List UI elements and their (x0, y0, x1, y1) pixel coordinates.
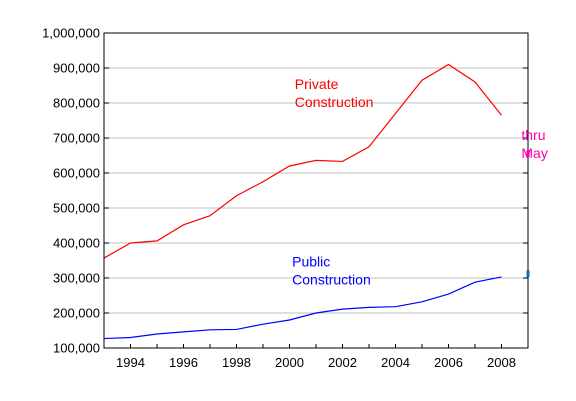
x-tick-label: 2006 (434, 355, 463, 370)
x-tick-label: 1996 (169, 355, 198, 370)
y-tick-label: 1,000,000 (42, 26, 100, 41)
annotation-line: Construction (292, 271, 371, 287)
annotation-line: Private (295, 76, 339, 92)
end-points (526, 150, 530, 278)
y-tick-label: 300,000 (53, 271, 100, 286)
end-point-marker (526, 150, 530, 158)
annotations: Private Construction Public Construction thr… (292, 76, 548, 287)
x-tick-label: 1994 (116, 355, 145, 370)
annotation-private: Private Construction (295, 76, 374, 110)
annotation-line: thru (521, 127, 545, 143)
y-tick-label: 700,000 (53, 131, 100, 146)
annotation-public: Public Construction (292, 253, 371, 287)
series-lines (103, 63, 502, 340)
gridlines (104, 67, 528, 314)
end-point-marker (526, 270, 530, 278)
annotation-thru: thru May (521, 127, 547, 161)
series-line-private-construction (103, 63, 502, 259)
annotation-line: Construction (295, 94, 374, 110)
y-tick-label: 600,000 (53, 166, 100, 181)
series-line-public-construction (103, 276, 502, 340)
x-tick-label: 2002 (328, 355, 357, 370)
y-tick-label: 900,000 (53, 61, 100, 76)
x-tick-label: 2004 (381, 355, 410, 370)
y-tick-label: 400,000 (53, 236, 100, 251)
annotation-line: Public (292, 253, 330, 269)
y-tick-label: 500,000 (53, 201, 100, 216)
x-tick-label: 1998 (222, 355, 251, 370)
y-tick-label: 800,000 (53, 96, 100, 111)
annotation-line: May (521, 145, 547, 161)
x-tick-label: 2008 (487, 355, 516, 370)
x-tick-label: 2000 (275, 355, 304, 370)
y-axis-ticks: 100,000 200,000 300,000 400,000 500,000 600,0… (42, 26, 528, 356)
y-tick-label: 200,000 (53, 306, 100, 321)
y-tick-label: 100,000 (53, 341, 100, 356)
x-axis-ticks: 1994 1996 1998 2000 2002 2004 2006 2008 (103, 344, 529, 370)
